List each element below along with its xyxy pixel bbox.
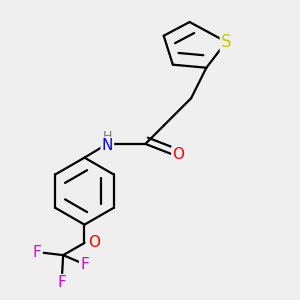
Text: O: O — [172, 147, 184, 162]
Text: F: F — [80, 257, 89, 272]
Text: F: F — [33, 244, 42, 260]
Text: S: S — [221, 33, 231, 51]
Text: H: H — [103, 130, 112, 143]
Text: F: F — [57, 275, 66, 290]
Text: O: O — [88, 236, 100, 250]
Text: N: N — [102, 138, 113, 153]
